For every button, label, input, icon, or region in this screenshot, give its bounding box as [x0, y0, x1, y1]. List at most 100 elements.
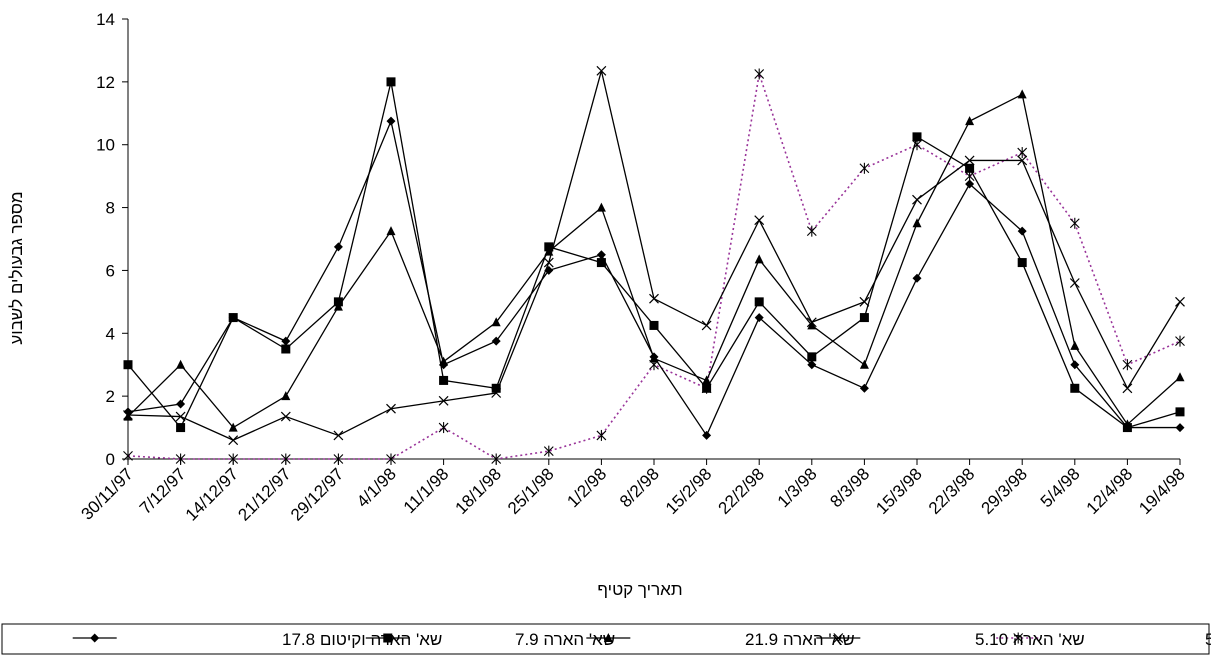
data-point	[603, 633, 613, 642]
data-point	[491, 317, 501, 327]
x-tick-label: 19/4/98	[1135, 464, 1189, 518]
series	[123, 68, 1185, 465]
x-tick-label: 12/4/98	[1083, 464, 1137, 518]
y-tick-label: 8	[106, 199, 115, 218]
data-point	[965, 163, 975, 173]
x-tick-label: 22/3/98	[925, 464, 979, 518]
x-tick-label: 29/12/97	[287, 464, 347, 524]
data-point-stroke	[833, 633, 844, 643]
data-point	[702, 375, 712, 385]
data-point	[386, 226, 396, 236]
data-point-stroke	[280, 411, 291, 422]
data-point	[807, 360, 817, 370]
data-point	[1017, 226, 1027, 236]
y-tick-label: 6	[106, 261, 115, 280]
legend-item: שב' הארה וקיטום 5.10	[996, 630, 1211, 649]
data-point	[176, 399, 186, 409]
data-point-stroke	[649, 293, 659, 304]
data-point	[754, 313, 764, 323]
data-point	[228, 435, 239, 446]
data-point	[754, 254, 764, 264]
data-point	[383, 633, 393, 643]
data-point	[807, 320, 817, 330]
data-point	[965, 116, 975, 126]
series-line	[127, 118, 1180, 437]
data-point	[90, 633, 100, 643]
data-point	[806, 225, 817, 237]
y-tick-label: 10	[96, 136, 115, 155]
y-tick-label: 2	[106, 387, 115, 406]
y-tick-label: 4	[106, 324, 115, 343]
series	[123, 116, 1185, 440]
legend-label: שא' הארה וקיטום 17.8	[282, 630, 442, 649]
data-point	[1175, 335, 1185, 347]
x-tick-label: 8/2/98	[616, 464, 663, 511]
legend-label: שב' הארה וקיטום 5.10	[1205, 630, 1211, 649]
data-point	[833, 633, 844, 643]
x-axis-title: תאריך קטיף	[597, 580, 682, 599]
data-point	[649, 320, 659, 330]
data-point	[386, 453, 396, 465]
data-point	[1070, 383, 1080, 393]
x-tick-label: 21/12/97	[234, 464, 294, 524]
data-point	[596, 258, 606, 268]
legend-label: שא' הארה 7.9	[515, 630, 615, 649]
y-tick-label: 14	[96, 10, 115, 29]
data-point	[859, 296, 870, 307]
data-point	[439, 375, 449, 385]
data-point	[1175, 423, 1185, 433]
x-tick-label: 22/2/98	[714, 464, 768, 518]
data-point	[912, 132, 922, 142]
data-point	[1122, 359, 1133, 371]
y-tick-label: 0	[106, 450, 115, 469]
legend-item: שא' הארה 21.9	[586, 630, 855, 649]
data-point	[175, 411, 186, 422]
data-point	[1070, 340, 1080, 350]
data-point	[1017, 155, 1028, 166]
legend-item: שא' הארה וקיטום 17.8	[72, 630, 442, 649]
data-point	[123, 407, 133, 417]
data-point	[228, 313, 238, 323]
data-point-stroke	[386, 403, 396, 414]
y-ticks: 0 2 4 6 8 10 12 14	[96, 10, 128, 469]
data-point-stroke	[438, 395, 449, 406]
data-point	[965, 179, 975, 189]
x-tick-label: 5/4/98	[1037, 464, 1084, 511]
data-point	[491, 336, 501, 346]
data-point	[1175, 296, 1185, 307]
data-point	[754, 297, 764, 307]
data-point	[438, 422, 449, 434]
legend-label: שא' הארה 5.10	[975, 630, 1085, 649]
data-point	[596, 65, 607, 76]
data-point	[596, 202, 606, 212]
data-point	[386, 403, 396, 414]
data-point-stroke	[754, 215, 765, 226]
data-point	[228, 422, 238, 432]
series-line	[127, 81, 1181, 429]
data-point	[1070, 360, 1080, 370]
legend-item: שא' הארה 7.9	[365, 630, 615, 649]
data-point-stroke	[175, 411, 186, 422]
data-point	[912, 194, 922, 205]
data-point-stroke	[543, 257, 554, 268]
data-point-stroke	[228, 435, 239, 446]
x-tick-label: 14/12/97	[182, 464, 242, 524]
y-tick-label: 12	[96, 73, 115, 92]
x-tick-label: 15/3/98	[872, 464, 926, 518]
series-layer	[123, 65, 1185, 465]
data-point	[544, 242, 554, 252]
plot-area: 0 2 4 6 8 10 12 14 30/11/97 7/12/9714/12/9721/12…	[77, 10, 1188, 525]
legend: שב' הארה וקיטום 5.10 שא' הארה 5.10 שא' האר…	[1, 623, 1211, 655]
data-point	[543, 257, 554, 268]
data-point-stroke	[1122, 383, 1133, 394]
data-point	[649, 293, 659, 304]
data-point	[701, 320, 712, 331]
data-point	[544, 265, 554, 275]
data-point	[1017, 258, 1027, 268]
data-point	[438, 395, 449, 406]
x-tick-label: 7/12/97	[136, 464, 190, 518]
data-point-stroke	[333, 430, 344, 441]
data-point	[491, 383, 501, 393]
